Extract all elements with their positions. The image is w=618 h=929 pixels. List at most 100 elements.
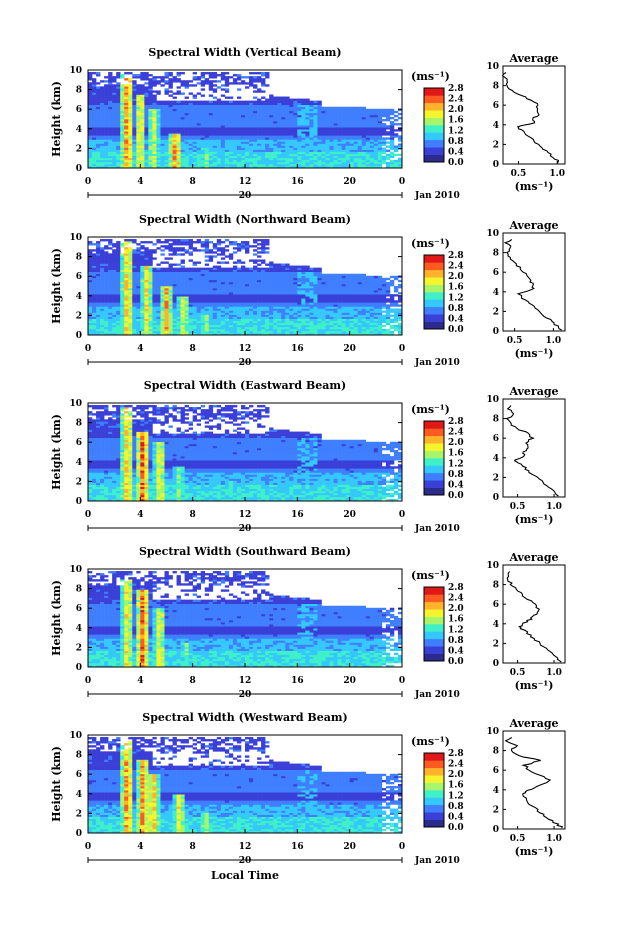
- heatmap-cell: [253, 294, 258, 297]
- heatmap-cell: [309, 135, 314, 138]
- heatmap-cell: [261, 129, 266, 132]
- heatmap-cell: [136, 110, 141, 114]
- heatmap-cell: [297, 98, 302, 101]
- heatmap-cell: [128, 332, 133, 336]
- heatmap-cell: [108, 318, 113, 322]
- heatmap-cell: [92, 312, 97, 315]
- heatmap-cell: [253, 322, 258, 326]
- heatmap-cell: [321, 135, 326, 138]
- heatmap-cell: [240, 131, 246, 134]
- heatmap-cell: [337, 127, 342, 130]
- heatmap-cell: [200, 94, 206, 97]
- heatmap-cell: [224, 310, 230, 313]
- heatmap-cell: [104, 288, 109, 291]
- heatmap-cell: [168, 239, 173, 242]
- heatmap-cell: [297, 137, 302, 140]
- heatmap-cell: [112, 114, 117, 118]
- heatmap-cell: [140, 141, 145, 144]
- heatmap-cell: [228, 141, 234, 144]
- heatmap-cell: [144, 298, 149, 301]
- heatmap-cell: [148, 108, 153, 112]
- heatmap-cell: [136, 129, 141, 132]
- heatmap-cell: [281, 141, 286, 144]
- heatmap-cell: [152, 147, 157, 150]
- heatmap-cell: [96, 161, 101, 165]
- heatmap-cell: [208, 72, 214, 75]
- heatmap-cell: [261, 163, 266, 167]
- heatmap-cell: [204, 308, 210, 311]
- heatmap-cell: [249, 304, 254, 307]
- heatmap-cell: [92, 304, 97, 307]
- heatmap-cell: [220, 123, 226, 126]
- heatmap-cell: [188, 165, 193, 169]
- heatmap-cell: [184, 251, 189, 254]
- heatmap-cell: [140, 271, 145, 275]
- heatmap-cell: [329, 139, 334, 142]
- heatmap-cell: [128, 119, 133, 122]
- heatmap-cell: [156, 92, 161, 95]
- heatmap-cell: [253, 131, 258, 134]
- heatmap-cell: [236, 322, 242, 326]
- heatmap-cell: [96, 314, 101, 317]
- heatmap-cell: [144, 102, 149, 106]
- heatmap-cell: [200, 131, 206, 134]
- heatmap-cell: [261, 245, 266, 248]
- heatmap-cell: [140, 330, 145, 334]
- heatmap-cell: [301, 159, 306, 163]
- heatmap-cell: [188, 279, 193, 283]
- heatmap-cell: [168, 275, 173, 279]
- heatmap-cell: [293, 123, 298, 126]
- heatmap-cell: [253, 161, 258, 165]
- heatmap-cell: [120, 104, 125, 108]
- heatmap-cell: [273, 324, 278, 328]
- heatmap-cell: [104, 275, 109, 279]
- heatmap-cell: [385, 141, 391, 144]
- heatmap-cell: [228, 320, 234, 324]
- heatmap-cell: [96, 310, 101, 313]
- heatmap-cell: [100, 90, 105, 93]
- heatmap-cell: [108, 86, 113, 89]
- heatmap-cell: [361, 139, 367, 142]
- heatmap-cell: [148, 308, 153, 311]
- heatmap-cell: [100, 135, 105, 138]
- heatmap-cell: [120, 119, 125, 122]
- heatmap-cell: [253, 265, 258, 268]
- heatmap-cell: [92, 72, 97, 75]
- heatmap-cell: [116, 151, 121, 155]
- heatmap-cell: [228, 125, 234, 128]
- heatmap-cell: [293, 286, 298, 289]
- heatmap-cell: [232, 131, 238, 134]
- heatmap-cell: [136, 322, 141, 326]
- heatmap-cell: [196, 306, 202, 309]
- heatmap-cell: [232, 328, 238, 332]
- heatmap-cell: [341, 123, 346, 126]
- heatmap-cell: [180, 294, 185, 297]
- heatmap-cell: [277, 279, 282, 283]
- heatmap-cell: [265, 157, 270, 161]
- heatmap-cell: [212, 116, 218, 120]
- heatmap-cell: [345, 116, 350, 120]
- heatmap-cell: [168, 302, 173, 305]
- heatmap-cell: [92, 84, 97, 87]
- heatmap-cell: [148, 300, 153, 303]
- heatmap-cell: [104, 269, 109, 273]
- heatmap-cell: [152, 116, 157, 120]
- heatmap-cell: [381, 114, 387, 118]
- heatmap-cell: [144, 163, 149, 167]
- heatmap-cell: [200, 151, 206, 155]
- heatmap-cell: [140, 76, 145, 79]
- heatmap-cell: [220, 304, 226, 307]
- heatmap-cell: [261, 312, 266, 315]
- heatmap-cell: [180, 320, 185, 324]
- heatmap-cell: [253, 330, 258, 334]
- heatmap-cell: [172, 292, 177, 295]
- heatmap-cell: [289, 149, 294, 152]
- heatmap-cell: [357, 119, 363, 122]
- heatmap-cell: [120, 92, 125, 95]
- heatmap-cell: [232, 155, 238, 159]
- heatmap-cell: [128, 314, 133, 317]
- heatmap-cell: [249, 271, 254, 275]
- heatmap-cell: [224, 104, 230, 108]
- heatmap-cell: [208, 112, 214, 116]
- heatmap-cell: [164, 304, 169, 307]
